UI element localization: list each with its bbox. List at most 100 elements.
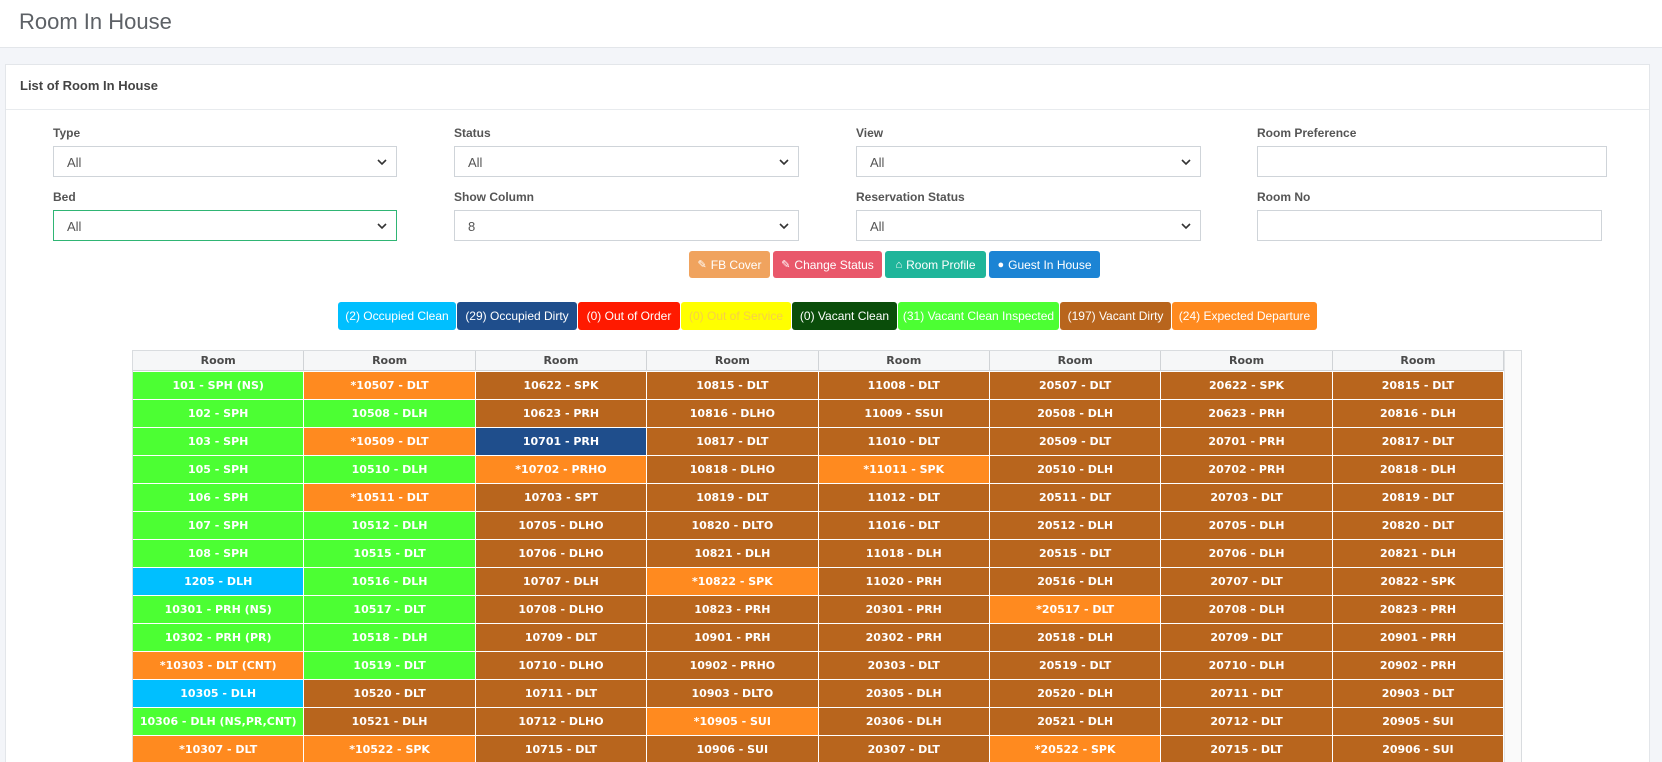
room-cell[interactable]: 20905 - SUI bbox=[1332, 708, 1505, 736]
room-cell[interactable]: 20705 - DLH bbox=[1161, 512, 1333, 540]
room-cell[interactable]: 10520 - DLT bbox=[304, 680, 476, 708]
room-cell[interactable]: 20520 - DLH bbox=[989, 680, 1162, 708]
room-cell[interactable]: 20509 - DLT bbox=[989, 428, 1162, 456]
column-header-room[interactable]: Room bbox=[647, 351, 819, 371]
room-cell[interactable]: 10515 - DLT bbox=[304, 540, 476, 568]
room-cell[interactable]: 20902 - PRH bbox=[1332, 652, 1505, 680]
room-cell[interactable]: 10508 - DLH bbox=[304, 400, 476, 428]
room-cell[interactable]: 10823 - PRH bbox=[647, 596, 819, 624]
room-cell[interactable]: 20702 - PRH bbox=[1161, 456, 1333, 484]
room-cell[interactable]: 10901 - PRH bbox=[647, 624, 819, 652]
room-cell[interactable]: 10903 - DLTO bbox=[647, 680, 819, 708]
room-cell[interactable]: 11010 - DLT bbox=[818, 428, 990, 456]
room-cell[interactable]: 20715 - DLT bbox=[1161, 736, 1333, 762]
room-cell[interactable]: 11020 - PRH bbox=[818, 568, 990, 596]
room-cell[interactable]: 20306 - DLH bbox=[818, 708, 990, 736]
guest-in-house-button[interactable]: ● Guest In House bbox=[989, 251, 1100, 278]
room-cell[interactable]: 10517 - DLT bbox=[304, 596, 476, 624]
room-cell[interactable]: 10512 - DLH bbox=[304, 512, 476, 540]
fb-cover-button[interactable]: ✎ FB Cover bbox=[689, 251, 770, 278]
room-cell[interactable]: 20708 - DLH bbox=[1161, 596, 1333, 624]
room-cell[interactable]: 20507 - DLT bbox=[989, 372, 1162, 400]
room-cell[interactable]: 20818 - DLH bbox=[1332, 456, 1505, 484]
room-cell[interactable]: 10706 - DLHO bbox=[475, 540, 648, 568]
room-cell[interactable]: 20709 - DLT bbox=[1161, 624, 1333, 652]
room-cell[interactable]: 10301 - PRH (NS) bbox=[133, 596, 305, 624]
room-cell[interactable]: 20512 - DLH bbox=[989, 512, 1162, 540]
room-no-input[interactable] bbox=[1257, 210, 1602, 241]
room-cell[interactable]: 11018 - DLH bbox=[818, 540, 990, 568]
status-select[interactable]: All bbox=[454, 146, 799, 177]
column-header-room[interactable]: Room bbox=[1333, 351, 1505, 371]
room-cell[interactable]: 20707 - DLT bbox=[1161, 568, 1333, 596]
room-cell[interactable]: 20305 - DLH bbox=[818, 680, 990, 708]
room-cell[interactable]: 20821 - DLH bbox=[1332, 540, 1505, 568]
room-cell[interactable]: 10818 - DLHO bbox=[647, 456, 819, 484]
room-cell[interactable]: 20519 - DLT bbox=[989, 652, 1162, 680]
room-cell[interactable]: 10622 - SPK bbox=[475, 372, 648, 400]
room-cell[interactable]: 10306 - DLH (NS,PR,CNT) bbox=[133, 708, 305, 736]
room-cell[interactable]: 10820 - DLTO bbox=[647, 512, 819, 540]
room-cell[interactable]: 20823 - PRH bbox=[1332, 596, 1505, 624]
room-cell[interactable]: 20622 - SPK bbox=[1161, 372, 1333, 400]
room-cell[interactable]: 10816 - DLHO bbox=[647, 400, 819, 428]
legend-vacant-clean-inspected[interactable]: (31) Vacant Clean Inspected bbox=[898, 302, 1059, 330]
legend-out-of-service[interactable]: (0) Out of Service bbox=[681, 302, 791, 330]
room-cell[interactable]: 10711 - DLT bbox=[475, 680, 648, 708]
column-header-room[interactable]: Room bbox=[1161, 351, 1333, 371]
room-cell[interactable]: 10817 - DLT bbox=[647, 428, 819, 456]
change-status-button[interactable]: ✎ Change Status bbox=[773, 251, 882, 278]
column-header-room[interactable]: Room bbox=[304, 351, 476, 371]
room-cell[interactable]: *10822 - SPK bbox=[647, 568, 819, 596]
room-cell[interactable]: 10521 - DLH bbox=[304, 708, 476, 736]
room-cell[interactable]: 106 - SPH bbox=[133, 484, 305, 512]
room-cell[interactable]: 20815 - DLT bbox=[1332, 372, 1505, 400]
room-cell[interactable]: 10708 - DLHO bbox=[475, 596, 648, 624]
room-cell[interactable]: 107 - SPH bbox=[133, 512, 305, 540]
room-cell[interactable]: 20906 - SUI bbox=[1332, 736, 1505, 762]
room-cell[interactable]: 20706 - DLH bbox=[1161, 540, 1333, 568]
room-cell[interactable]: 1205 - DLH bbox=[133, 568, 305, 596]
room-cell[interactable]: 108 - SPH bbox=[133, 540, 305, 568]
room-cell[interactable]: 10302 - PRH (PR) bbox=[133, 624, 305, 652]
room-cell[interactable]: 20819 - DLT bbox=[1332, 484, 1505, 512]
reservation-status-select[interactable]: All bbox=[856, 210, 1201, 241]
room-cell[interactable]: *20517 - DLT bbox=[989, 596, 1162, 624]
room-cell[interactable]: 10510 - DLH bbox=[304, 456, 476, 484]
room-cell[interactable]: 10710 - DLHO bbox=[475, 652, 648, 680]
room-preference-input[interactable] bbox=[1257, 146, 1607, 177]
room-cell[interactable]: 10516 - DLH bbox=[304, 568, 476, 596]
room-cell[interactable]: 10305 - DLH bbox=[133, 680, 305, 708]
room-cell[interactable]: 10819 - DLT bbox=[647, 484, 819, 512]
room-cell[interactable]: 10705 - DLHO bbox=[475, 512, 648, 540]
room-cell[interactable]: 103 - SPH bbox=[133, 428, 305, 456]
room-cell[interactable]: 20712 - DLT bbox=[1161, 708, 1333, 736]
room-cell[interactable]: 20521 - DLH bbox=[989, 708, 1162, 736]
room-cell[interactable]: 20510 - DLH bbox=[989, 456, 1162, 484]
room-cell[interactable]: 10709 - DLT bbox=[475, 624, 648, 652]
room-cell[interactable]: *10307 - DLT bbox=[133, 736, 305, 762]
room-cell[interactable]: 20302 - PRH bbox=[818, 624, 990, 652]
room-cell[interactable]: 10519 - DLT bbox=[304, 652, 476, 680]
room-cell[interactable]: 11009 - SSUI bbox=[818, 400, 990, 428]
room-cell[interactable]: *10507 - DLT bbox=[304, 372, 476, 400]
column-header-room[interactable]: Room bbox=[133, 351, 305, 371]
column-header-room[interactable]: Room bbox=[819, 351, 990, 371]
column-header-room[interactable]: Room bbox=[476, 351, 648, 371]
room-cell[interactable]: 11012 - DLT bbox=[818, 484, 990, 512]
room-cell[interactable]: *10303 - DLT (CNT) bbox=[133, 652, 305, 680]
type-select[interactable]: All bbox=[53, 146, 397, 177]
room-profile-button[interactable]: ⌂ Room Profile bbox=[885, 251, 986, 278]
room-cell[interactable]: 105 - SPH bbox=[133, 456, 305, 484]
room-cell[interactable]: 20307 - DLT bbox=[818, 736, 990, 762]
legend-out-of-order[interactable]: (0) Out of Order bbox=[578, 302, 680, 330]
room-cell[interactable]: 20817 - DLT bbox=[1332, 428, 1505, 456]
room-cell[interactable]: 10715 - DLT bbox=[475, 736, 648, 762]
room-cell[interactable]: 20711 - DLT bbox=[1161, 680, 1333, 708]
room-cell[interactable]: *10509 - DLT bbox=[304, 428, 476, 456]
room-cell[interactable]: 20710 - DLH bbox=[1161, 652, 1333, 680]
room-cell[interactable]: *10905 - SUI bbox=[647, 708, 819, 736]
legend-expected-departure[interactable]: (24) Expected Departure bbox=[1172, 302, 1317, 330]
room-cell[interactable]: 10701 - PRH bbox=[475, 428, 648, 456]
room-cell[interactable]: 20703 - DLT bbox=[1161, 484, 1333, 512]
